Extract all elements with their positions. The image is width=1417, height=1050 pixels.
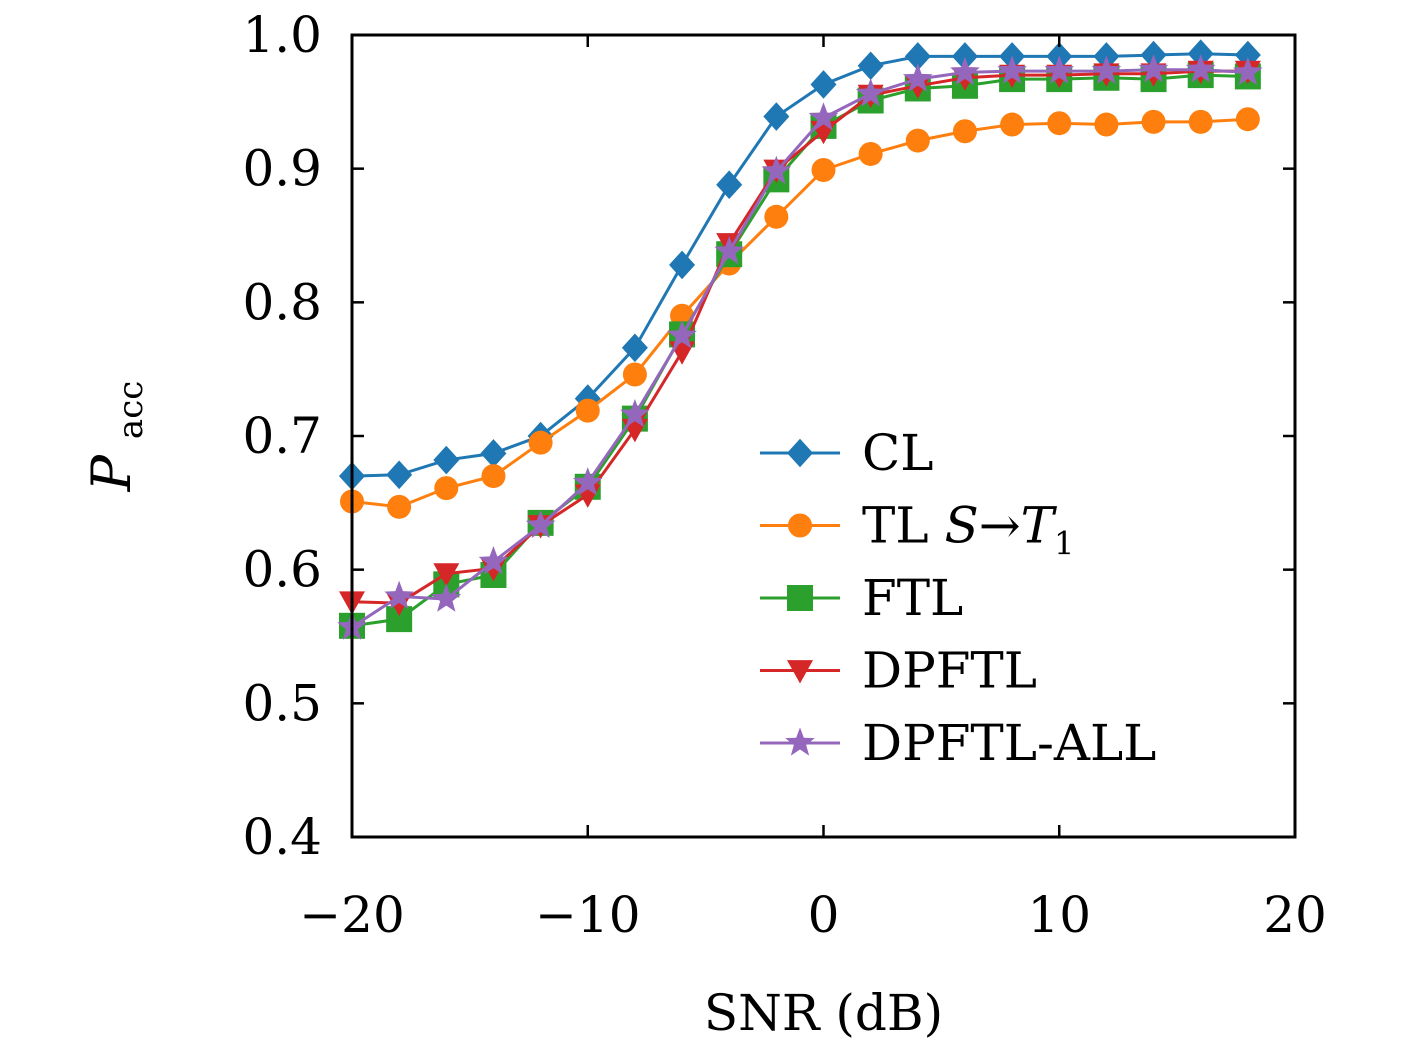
axis-ticks <box>350 33 1297 839</box>
legend-marker <box>787 660 813 684</box>
data-point <box>433 563 460 587</box>
data-point <box>1094 112 1119 137</box>
y-tick-label: 0.6 <box>242 541 322 599</box>
data-point <box>478 546 509 575</box>
x-tick-label: 10 <box>1027 886 1091 944</box>
y-axis-label-sub: acc <box>111 381 151 439</box>
data-point <box>622 362 647 387</box>
data-point <box>808 102 839 131</box>
data-point <box>764 204 789 229</box>
legend-item: TL S→T1 <box>760 497 1074 563</box>
x-tick-label: −20 <box>299 886 405 944</box>
data-point <box>620 399 650 428</box>
legend-label: DPFTL <box>862 642 1037 700</box>
series-1 <box>340 107 1260 519</box>
data-point <box>952 119 977 144</box>
data-point <box>1141 109 1166 134</box>
data-point <box>997 55 1027 84</box>
x-tick-label: 20 <box>1263 886 1327 944</box>
data-point <box>434 476 459 501</box>
data-point <box>1233 56 1263 86</box>
x-tick-label: 0 <box>808 886 840 944</box>
y-tick-label: 0.7 <box>242 407 322 465</box>
data-point <box>1185 54 1216 83</box>
data-point <box>855 78 886 107</box>
x-tick-label: −10 <box>535 886 641 944</box>
legend-marker <box>787 585 813 611</box>
legend-marker <box>787 438 813 468</box>
data-point <box>905 128 930 153</box>
data-point <box>431 583 462 612</box>
data-point <box>481 464 506 489</box>
data-point <box>858 141 883 166</box>
x-axis-label: SNR (dB) <box>704 984 943 1042</box>
data-point <box>857 51 884 81</box>
data-point <box>667 320 697 349</box>
data-point <box>575 398 600 423</box>
y-tick-label: 0.5 <box>242 674 322 732</box>
data-point <box>951 42 978 71</box>
y-tick-label: 0.4 <box>242 808 322 866</box>
data-point <box>763 102 790 131</box>
data-point <box>572 467 603 496</box>
legend-item: FTL <box>760 569 963 627</box>
data-point <box>528 430 553 455</box>
data-point <box>902 63 933 92</box>
y-tick-label: 1.0 <box>242 6 322 64</box>
data-point <box>904 42 931 71</box>
legend-label: FTL <box>862 569 963 627</box>
data-point <box>669 250 696 280</box>
data-point <box>1047 111 1072 136</box>
data-point <box>386 460 413 490</box>
legend-marker <box>788 513 812 538</box>
tick-labels: −20 −10 0 10 20 0.4 0.5 0.6 0.7 0.8 0.9 1.0 <box>242 6 1326 944</box>
y-tick-label: 0.9 <box>242 140 322 198</box>
data-point <box>1235 107 1260 132</box>
series-4 <box>337 54 1263 640</box>
series-2 <box>339 62 1261 639</box>
legend-item: CL <box>760 424 933 482</box>
data-point <box>810 70 837 99</box>
legend-label: CL <box>862 424 933 482</box>
data-point <box>1138 54 1169 83</box>
y-axis-label-main: P <box>80 453 143 492</box>
series-line <box>351 73 1248 628</box>
data-point <box>811 158 836 183</box>
legend-label: TL S→T1 <box>862 497 1074 563</box>
data-point <box>761 155 792 184</box>
plot-marks <box>337 39 1263 640</box>
data-point <box>1091 55 1122 84</box>
data-point <box>714 235 745 265</box>
legend-item: DPFTL-ALL <box>760 714 1156 772</box>
legend: CL TL S→T1 FTL DPFTL DPFTL-ALL <box>760 424 1156 772</box>
data-point <box>950 56 980 86</box>
data-point <box>386 592 413 617</box>
data-point <box>433 445 460 475</box>
series-0 <box>339 39 1261 491</box>
legend-label: DPFTL-ALL <box>862 714 1156 772</box>
data-point <box>480 439 507 468</box>
data-point <box>480 557 507 582</box>
data-point <box>716 170 743 200</box>
legend-item: DPFTL <box>760 642 1037 700</box>
data-point <box>525 509 556 539</box>
legend-marker <box>785 727 815 756</box>
data-point <box>621 333 648 363</box>
y-tick-label: 0.8 <box>242 273 322 331</box>
y-axis-label: P acc <box>80 381 151 493</box>
data-point <box>387 494 412 519</box>
data-point <box>1000 112 1025 137</box>
data-point <box>384 580 414 610</box>
data-point <box>1188 109 1213 134</box>
data-point <box>1044 55 1075 84</box>
